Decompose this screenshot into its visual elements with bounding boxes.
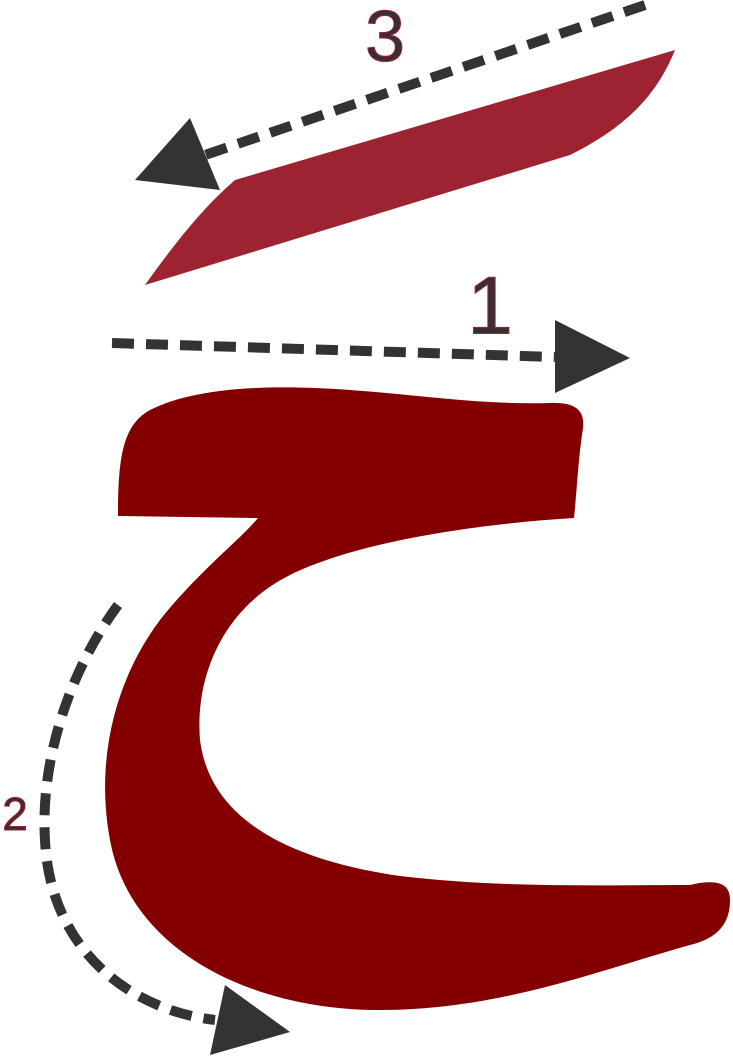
stroke-3-arrow	[203, 0, 647, 160]
stroke-label: 1	[467, 261, 513, 352]
stroke-label: 2	[2, 788, 28, 840]
stroke-1-arrow	[111, 338, 556, 362]
letter-body	[105, 387, 730, 1010]
stroke-2-arrow	[39, 602, 216, 1025]
stroke-label: 3	[365, 0, 405, 77]
letter-diacritic	[145, 50, 675, 285]
stroke-1-arrowhead	[555, 320, 630, 393]
stroke-3-arrowhead	[135, 118, 220, 190]
stroke-2-arrowhead	[210, 985, 290, 1055]
